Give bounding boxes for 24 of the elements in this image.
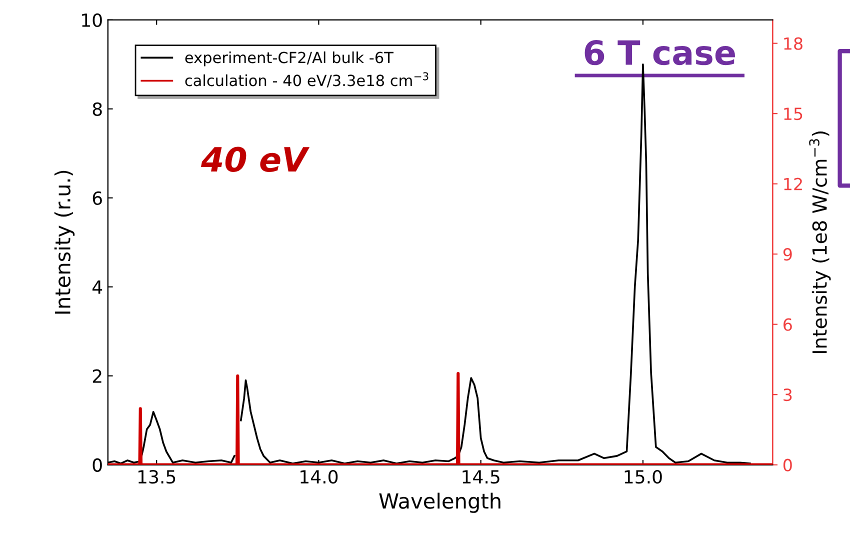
legend-label: calculation - 40 eV/3.3e18 cm$^{−3}$ <box>185 72 428 88</box>
y2-tick-label: 0 <box>783 458 792 472</box>
y-tick-label: 0 <box>92 458 102 472</box>
y-tick-label: 4 <box>92 280 102 294</box>
y2-tick-label: 9 <box>783 248 792 261</box>
y2-axis-title: Intensity (1e8 W/cm$^{−3}$) <box>809 132 831 354</box>
y-tick-label: 8 <box>92 102 102 116</box>
x-tick-label: 14.0 <box>300 470 338 484</box>
y2-tick-label: 3 <box>784 388 792 402</box>
y2-tick-label: 6 <box>784 318 792 331</box>
x-tick-label: 14.5 <box>462 470 500 484</box>
annotation: 40 eV <box>200 146 310 172</box>
x-axis-title: Wavelength <box>379 492 500 513</box>
y2-tick-label: 15 <box>784 108 802 120</box>
y-tick-label: 6 <box>92 191 102 205</box>
x-tick-label: 15.0 <box>624 470 662 484</box>
y-tick-label: 10 <box>82 13 102 28</box>
y-axis-title: Intensity (r.u.) <box>54 170 75 314</box>
y2-tick-label: 18 <box>784 37 802 50</box>
x-tick-label: 13.5 <box>138 470 176 484</box>
y2-tick-label: 12 <box>784 178 802 190</box>
legend-label: experiment-CF2/Al bulk -6T <box>185 51 394 66</box>
annotation: 6 T case <box>584 40 735 66</box>
y-tick-label: 2 <box>92 369 102 383</box>
